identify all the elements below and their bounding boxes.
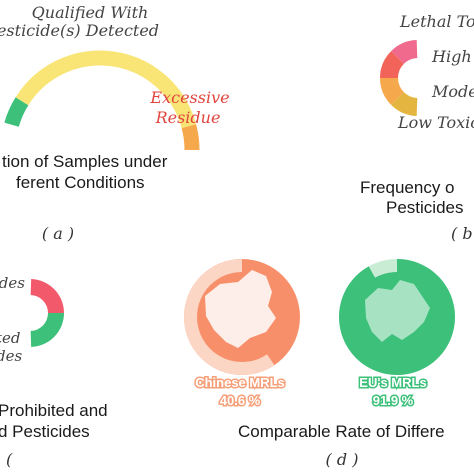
donut-segment-lethal — [391, 40, 418, 64]
tag-d: ( d ) — [326, 450, 359, 469]
panel-d: Chinese MRLs 40.6 % EU's MRLs 91.9 % Com… — [184, 258, 456, 469]
label-moderate: Mode — [431, 82, 474, 101]
tag-c: ( — [6, 450, 13, 469]
title-a-line1: tion of Samples under — [2, 152, 168, 171]
tag-b: ( b — [451, 224, 473, 243]
europe-map-icon — [365, 280, 430, 342]
label-chinese-mrls: Chinese MRLs — [195, 375, 285, 390]
donut-segment-moderate — [380, 78, 404, 105]
label-excessive-line2: Residue — [155, 108, 221, 127]
label-c-bottom-line2: des — [0, 347, 22, 365]
value-chinese-mrls: 40.6 % — [220, 393, 261, 408]
donut-segment-prohibited — [30, 279, 65, 313]
title-c-line1: Prohibited and — [0, 401, 108, 420]
title-d: Comparable Rate of Differe — [238, 422, 445, 441]
title-b-line2: Pesticides — [386, 198, 463, 217]
donut-segment-high — [379, 51, 404, 78]
label-lethal: Lethal To — [399, 12, 474, 31]
label-qualified-line2: esticide(s) Detected — [0, 21, 159, 40]
gauge-segment-green — [4, 97, 29, 127]
label-excessive-line1: Excessive — [149, 88, 229, 107]
label-eu-mrls: EU's MRLs — [359, 375, 426, 390]
title-a-line2: ferent Conditions — [16, 173, 145, 192]
china-map-icon — [205, 270, 276, 348]
value-eu-mrls: 91.9 % — [373, 393, 414, 408]
gauge-segment-excessive — [181, 124, 200, 151]
panel-a: Qualified With esticide(s) Detected Exce… — [0, 3, 230, 243]
tag-a: ( a ) — [42, 224, 74, 243]
donut-segment-low — [391, 92, 418, 116]
label-qualified-line1: Qualified With — [32, 3, 149, 22]
gauge-segment-qualified — [15, 50, 197, 129]
panel-b: Lethal To High Mode Low Toxic Frequency … — [360, 12, 474, 243]
title-c-line2: d Pesticides — [0, 422, 90, 441]
label-c-bottom-line1: ted — [0, 329, 21, 347]
donut-segment-other — [30, 313, 65, 347]
label-low: Low Toxic — [397, 113, 474, 132]
panel-c: ides ted des Prohibited and d Pesticides… — [0, 274, 108, 469]
title-b-line1: Frequency o — [360, 178, 455, 197]
label-c-top: ides — [0, 274, 25, 292]
label-high: High — [431, 47, 472, 66]
